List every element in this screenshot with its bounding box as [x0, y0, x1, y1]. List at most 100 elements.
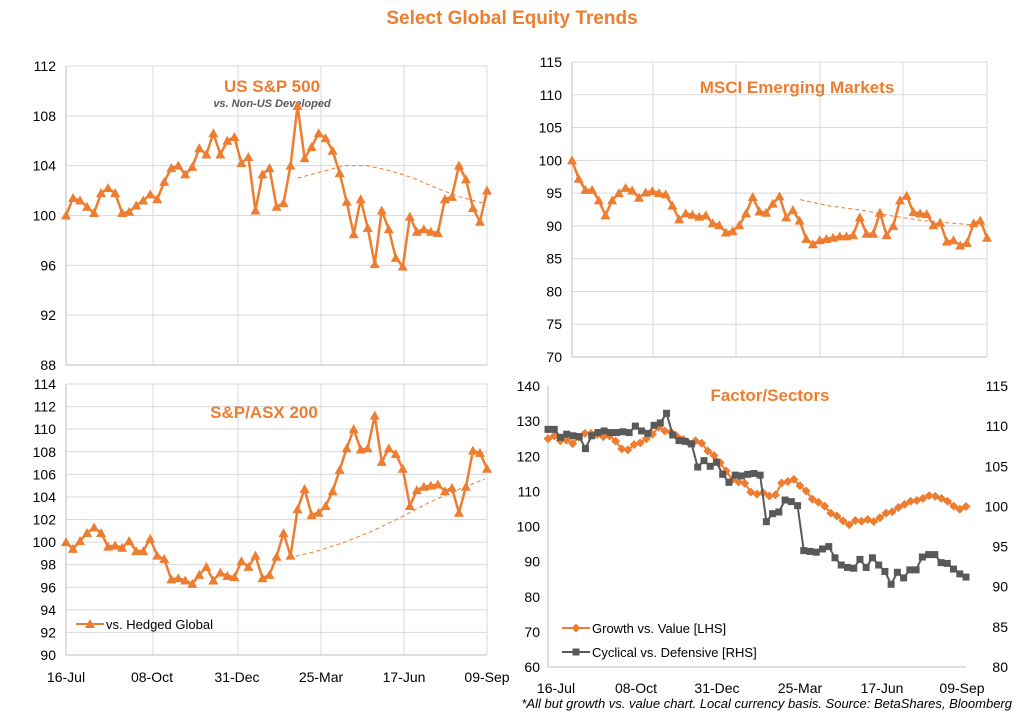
data-point: [767, 198, 778, 208]
y-tick-label: 104: [33, 158, 57, 174]
data-point: [355, 194, 366, 204]
data-point: [82, 201, 93, 211]
data-point: [75, 535, 86, 545]
x-tick-label: 17-Jun: [383, 669, 426, 685]
data-point: [982, 232, 992, 242]
y-tick-label: 105: [539, 120, 563, 136]
data-point: [800, 547, 808, 555]
data-point: [110, 540, 121, 550]
data-point: [425, 226, 436, 236]
x-tick-label: 08-Oct: [131, 669, 173, 685]
data-point: [943, 496, 953, 506]
data-point: [740, 478, 750, 488]
data-point: [236, 556, 247, 566]
data-point: [906, 566, 914, 574]
data-point: [439, 194, 450, 204]
data-point: [397, 261, 408, 271]
data-point: [807, 494, 817, 504]
data-point: [961, 237, 972, 247]
data-point: [795, 481, 805, 491]
data-point: [292, 504, 303, 514]
data-point: [761, 207, 772, 217]
data-point: [299, 484, 310, 494]
data-point: [320, 500, 331, 510]
data-point: [180, 575, 191, 585]
data-point: [881, 567, 889, 575]
data-point: [173, 573, 184, 583]
data-point: [320, 133, 331, 143]
data-point: [812, 548, 820, 556]
data-point: [68, 543, 79, 553]
data-point: [271, 201, 282, 211]
data-point: [703, 446, 713, 456]
data-point: [844, 520, 854, 530]
data-point: [770, 490, 780, 500]
y-tick-label: 80: [524, 589, 540, 605]
data-point: [89, 522, 100, 532]
y-tick-label: 70: [546, 349, 562, 365]
data-point: [731, 471, 739, 479]
data-point: [607, 195, 618, 205]
data-point: [229, 572, 240, 582]
data-point: [243, 151, 254, 161]
data-point: [775, 508, 783, 516]
data-point: [623, 445, 633, 455]
data-point: [159, 176, 170, 186]
data-point: [801, 486, 811, 496]
data-point: [781, 212, 792, 222]
data-point: [264, 569, 275, 579]
data-point: [667, 200, 678, 210]
y-tick-label: 112: [34, 399, 57, 415]
data-point: [383, 224, 394, 234]
data-point: [619, 428, 627, 436]
data-point: [271, 551, 282, 561]
data-point: [152, 550, 163, 560]
data-point: [313, 128, 324, 138]
data-point: [794, 215, 805, 225]
data-point: [556, 433, 564, 441]
data-point: [956, 570, 964, 578]
data-point: [432, 227, 443, 237]
data-point: [292, 100, 303, 110]
data-point: [145, 533, 156, 543]
trend-line: [800, 199, 985, 227]
data-point: [931, 551, 939, 559]
data-point: [411, 485, 422, 495]
y-tick-label: 100: [517, 519, 541, 535]
data-point: [915, 208, 926, 218]
data-point: [568, 439, 578, 449]
data-point: [194, 143, 205, 153]
y-tick-label: 100: [33, 208, 57, 224]
data-point: [834, 231, 845, 241]
data-point: [750, 470, 758, 478]
data-point: [707, 218, 718, 228]
data-point: [474, 447, 485, 457]
data-point: [418, 224, 429, 234]
data-point: [201, 561, 212, 571]
data-point: [166, 574, 177, 584]
data-point: [741, 208, 752, 218]
data-point: [901, 190, 912, 200]
data-point: [893, 503, 903, 513]
data-point: [446, 191, 457, 201]
data-point: [861, 228, 872, 238]
y2-tick-label: 95: [992, 539, 1008, 555]
data-point: [362, 443, 373, 453]
data-point: [887, 580, 895, 588]
data-point: [68, 193, 79, 203]
y-tick-label: 130: [517, 413, 541, 429]
data-point: [660, 426, 670, 436]
y-tick-label: 80: [546, 283, 562, 299]
data-point: [383, 443, 394, 453]
data-point: [681, 437, 689, 445]
data-point: [819, 545, 827, 553]
data-point: [376, 456, 387, 466]
y-tick-label: 102: [33, 512, 57, 528]
data-point: [327, 486, 338, 496]
data-point: [89, 208, 100, 218]
data-point: [850, 564, 858, 572]
data-point: [348, 229, 359, 239]
data-point: [709, 451, 719, 461]
data-point: [714, 220, 725, 230]
data-point: [893, 568, 901, 576]
